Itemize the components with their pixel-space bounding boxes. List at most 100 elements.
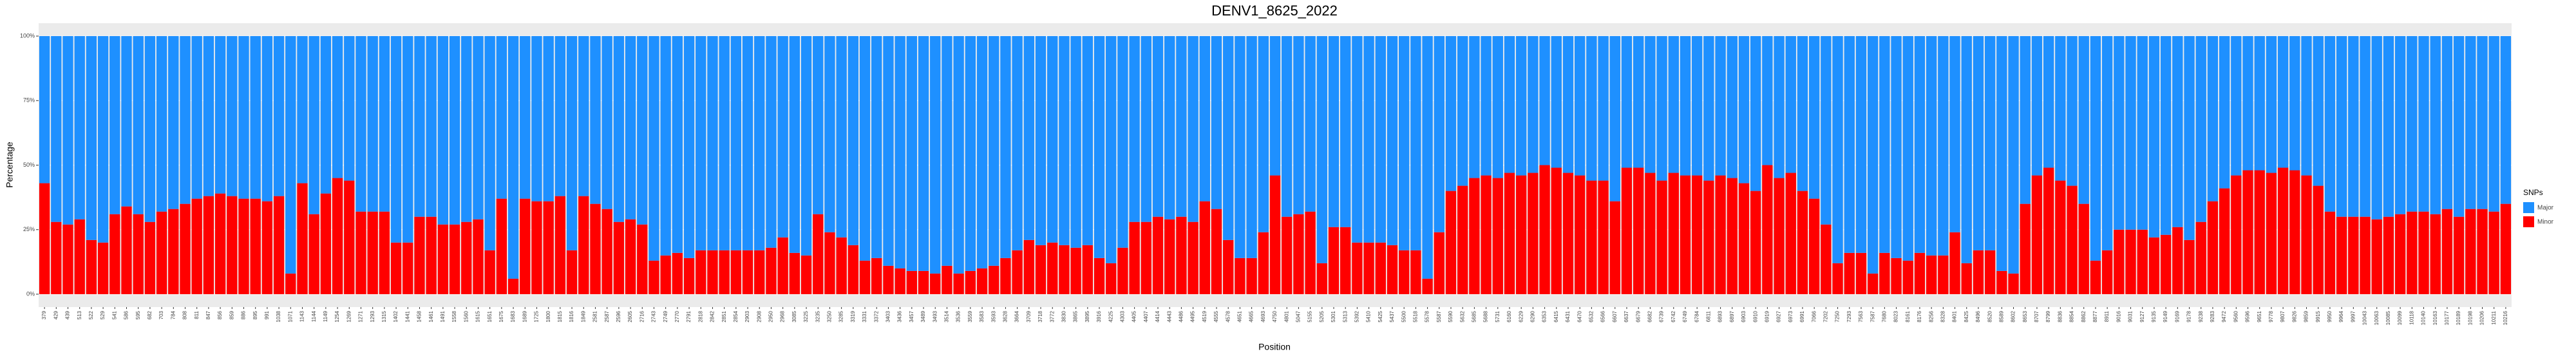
bar-segment (39, 183, 50, 294)
bar-segment (1023, 36, 1035, 240)
bar-segment (1808, 36, 1820, 199)
bar-segment (2371, 36, 2382, 220)
x-tick-label: 8862 (2081, 310, 2087, 322)
bar-segment (273, 196, 285, 294)
bar-segment (1481, 36, 1492, 176)
x-tick-label: 9560 (2233, 310, 2239, 322)
bar-segment (601, 36, 612, 209)
bar-segment (1926, 255, 1937, 294)
bar-segment (1926, 36, 1937, 256)
bar-segment (1574, 175, 1586, 294)
bar-segment (1973, 250, 1984, 294)
bar-segment (2078, 36, 2089, 204)
bar-segment (379, 211, 390, 294)
x-tick-label: 1254 (334, 310, 340, 322)
bar-segment (1855, 252, 1867, 294)
bar-segment (1457, 185, 1468, 294)
bar-segment (1164, 219, 1175, 294)
bar-segment (2008, 36, 2019, 274)
bar-segment (133, 36, 144, 214)
bar-segment (965, 270, 976, 294)
bar-segment (707, 250, 718, 294)
bar-segment (2488, 211, 2499, 294)
bar-segment (590, 203, 601, 294)
bar-segment (2160, 234, 2172, 294)
bar-segment (1774, 178, 1785, 294)
bar-segment (2043, 167, 2054, 294)
bar-segment (2020, 203, 2031, 294)
bar-segment (1352, 242, 1363, 294)
x-tick-label: 10177 (2444, 310, 2450, 325)
bar-segment (1117, 247, 1128, 294)
bar-segment (2207, 201, 2219, 294)
x-tick-label: 7066 (1811, 310, 1817, 322)
bar-segment (883, 36, 894, 266)
bar-segment (1492, 178, 1503, 294)
x-tick-label: 4665 (1249, 310, 1255, 322)
x-tick-label: 5047 (1296, 310, 1302, 322)
bar-segment (1973, 36, 1984, 250)
x-tick-label: 1815 (557, 310, 563, 322)
x-tick-label: 8602 (2011, 310, 2016, 322)
x-tick-label: 6431 (1565, 310, 1571, 322)
bar-segment (789, 36, 800, 253)
x-tick-label: 9031 (2128, 310, 2134, 322)
bar-segment (2266, 173, 2277, 294)
x-tick-label: 8023 (1893, 310, 1899, 322)
x-tick-label: 808 (182, 310, 188, 319)
bar-segment (250, 36, 261, 199)
bar-segment (1867, 273, 1879, 294)
x-tick-label: 3319 (850, 310, 856, 322)
bar-segment (1609, 36, 1620, 201)
bar-segment (2254, 170, 2265, 294)
x-tick-label: 6229 (1518, 310, 1524, 322)
bar-segment (1047, 36, 1058, 243)
bar-segment (895, 268, 905, 294)
bar-segment (2031, 36, 2043, 176)
bar-segment (2336, 216, 2347, 294)
x-tick-label: 6903 (1741, 310, 1747, 322)
bar-segment (1363, 36, 1374, 243)
x-tick-label: 9016 (2116, 310, 2121, 322)
bar-segment (332, 178, 343, 294)
bar-segment (1328, 36, 1340, 227)
bar-segment (836, 237, 847, 294)
x-tick-label: 1675 (498, 310, 504, 322)
x-tick-label: 3250 (827, 310, 833, 322)
bar-segment (2324, 36, 2336, 212)
x-tick-label: 5392 (1354, 310, 1360, 322)
bar-segment (484, 250, 495, 294)
bar-segment (578, 196, 589, 294)
bar-segment (1938, 36, 1949, 256)
bar-segment (813, 36, 824, 214)
bar-segment (2488, 36, 2499, 212)
bar-segment (461, 36, 472, 222)
bar-segment (2148, 237, 2160, 294)
bar-segment (507, 36, 519, 279)
bar-segment (214, 36, 226, 194)
bar-segment (74, 219, 85, 294)
bar-segment (227, 196, 238, 294)
bar-segment (1961, 36, 1972, 263)
bar-segment (2383, 216, 2394, 294)
x-tick-label: 1149 (323, 310, 328, 322)
x-tick-label: 4443 (1166, 310, 1172, 322)
bar-segment (2348, 36, 2359, 217)
bar-segment (2500, 36, 2512, 204)
x-tick-label: 6742 (1671, 310, 1676, 322)
y-tick-label: 25% (23, 226, 35, 232)
bar-segment (1211, 209, 1222, 294)
bar-segment (1562, 36, 1574, 173)
bar-segment (1984, 250, 1996, 294)
bar-segment (1680, 36, 1691, 176)
bar-segment (777, 36, 788, 238)
bar-segment (1340, 36, 1351, 227)
x-tick-label: 10211 (2491, 310, 2497, 324)
bar-segment (1586, 36, 1597, 181)
x-tick-label: 9178 (2186, 310, 2192, 322)
bar-segment (2266, 36, 2277, 173)
bar-segment (1469, 178, 1480, 294)
bar-segment (989, 265, 999, 294)
bar-segment (168, 209, 179, 294)
